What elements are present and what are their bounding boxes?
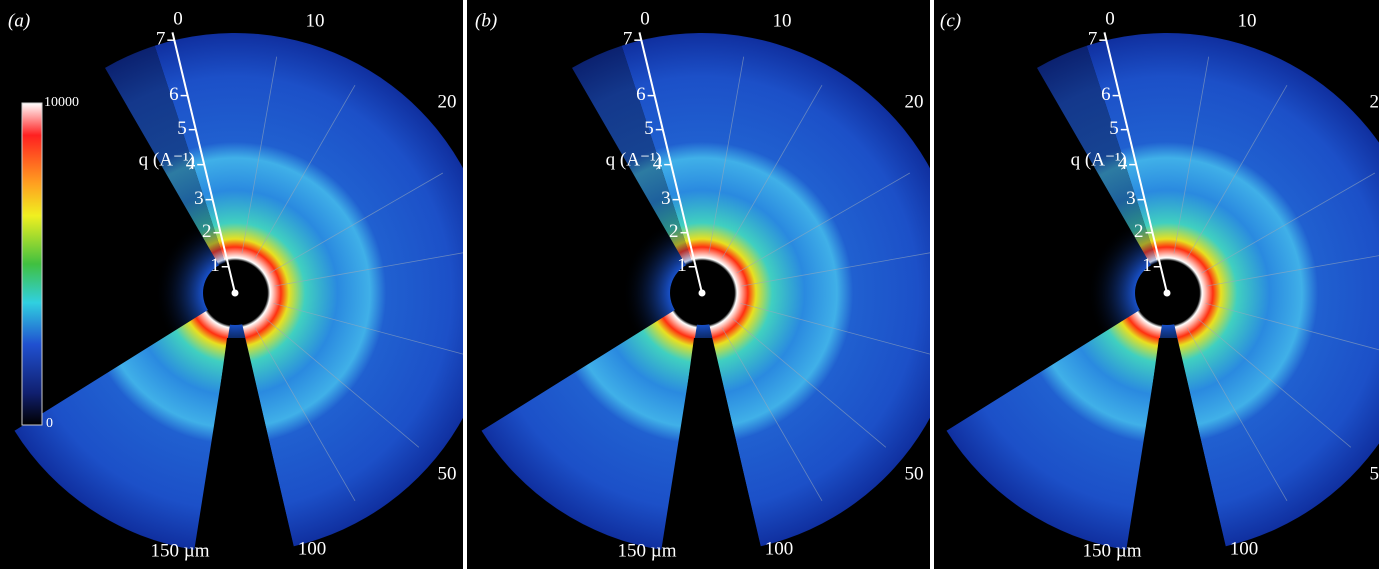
- q-tick-label: 6: [1101, 84, 1111, 105]
- q-tick-label: 1: [1142, 255, 1152, 276]
- sector-label: 150 µm: [1083, 540, 1142, 561]
- q-tick-label: 3: [661, 188, 671, 209]
- sector-label: 20: [905, 91, 924, 112]
- sector-label: 20: [1370, 91, 1379, 112]
- colorbar: [22, 103, 42, 425]
- sector-label: 50: [905, 463, 924, 484]
- q-tick-label: 6: [169, 84, 179, 105]
- q-tick-label: 5: [644, 118, 654, 139]
- q-tick-label: 7: [1088, 29, 1098, 50]
- center-dot: [699, 290, 706, 297]
- q-tick-label: 2: [669, 221, 679, 242]
- q-axis-label: q (A⁻¹): [139, 149, 195, 170]
- sector-label: 10: [773, 10, 792, 31]
- q-tick-label: 2: [1134, 221, 1144, 242]
- sector-label: 100: [765, 538, 794, 559]
- center-dot: [1164, 290, 1171, 297]
- q-tick-label: 5: [177, 118, 187, 139]
- figure: 1234567q (A⁻¹)(a)0102050100150 µm1234567…: [0, 0, 1379, 569]
- q-axis-label: q (A⁻¹): [1071, 149, 1127, 170]
- q-tick-label: 5: [1109, 118, 1119, 139]
- colorbar-max-label: 10000: [44, 95, 79, 110]
- sector-label: 150 µm: [618, 540, 677, 561]
- separator: [463, 0, 467, 569]
- sector-label: 100: [298, 538, 327, 559]
- separator: [930, 0, 934, 569]
- center-dot: [232, 290, 239, 297]
- colorbar-min-label: 0: [46, 416, 53, 431]
- sector-label: 20: [438, 91, 457, 112]
- sector-label: 10: [1238, 10, 1257, 31]
- sector-label: 0: [1105, 8, 1115, 29]
- sector-label: 150 µm: [151, 540, 210, 561]
- q-tick-label: 3: [194, 188, 204, 209]
- panel-label: (c): [940, 10, 961, 31]
- sector-label: 0: [173, 8, 183, 29]
- sector-label: 50: [438, 463, 457, 484]
- q-tick-label: 1: [210, 255, 220, 276]
- q-tick-label: 3: [1126, 188, 1136, 209]
- q-tick-label: 7: [156, 29, 166, 50]
- sector-label: 0: [640, 8, 650, 29]
- sector-label: 50: [1370, 463, 1379, 484]
- panel-label: (a): [8, 10, 30, 31]
- sector-label: 10: [306, 10, 325, 31]
- q-axis-label: q (A⁻¹): [606, 149, 662, 170]
- sector-label: 100: [1230, 538, 1259, 559]
- q-tick-label: 7: [623, 29, 633, 50]
- q-tick-label: 1: [677, 255, 687, 276]
- q-tick-label: 6: [636, 84, 646, 105]
- panel-label: (b): [475, 10, 497, 31]
- q-tick-label: 2: [202, 221, 212, 242]
